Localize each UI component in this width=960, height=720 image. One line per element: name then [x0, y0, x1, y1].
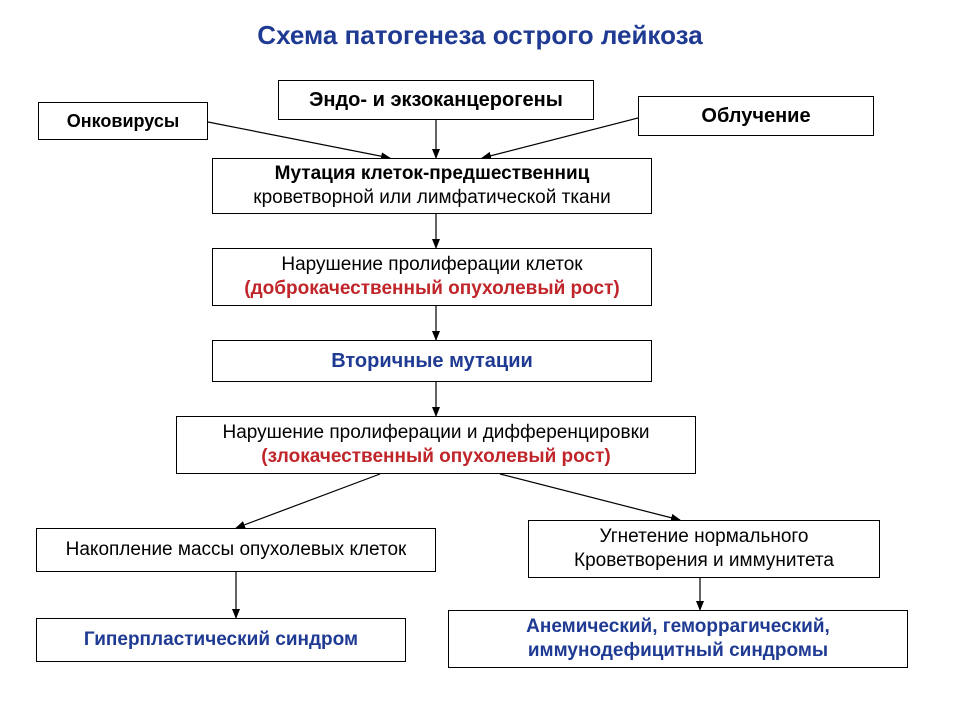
node-mut1-line: кроветворной или лимфатической ткани [253, 186, 610, 210]
node-accum: Накопление массы опухолевых клеток [36, 528, 436, 572]
node-supp-line: Кроветворения и иммунитета [574, 549, 834, 573]
node-prolif1: Нарушение пролиферации клеток(доброкачес… [212, 248, 652, 306]
node-prolif2-line: (злокачественный опухолевый рост) [261, 445, 610, 469]
flowchart-canvas: Схема патогенеза острого лейкоза Онковир… [0, 0, 960, 720]
node-mut1: Мутация клеток-предшественницкроветворно… [212, 158, 652, 214]
node-hyper: Гиперпластический синдром [36, 618, 406, 662]
node-onco-line: Онковирусы [67, 110, 179, 133]
node-accum-line: Накопление массы опухолевых клеток [66, 538, 407, 562]
node-prolif1-line: Нарушение пролиферации клеток [281, 253, 582, 277]
node-prolif2-line: Нарушение пролиферации и дифференцировки [222, 421, 649, 445]
node-anem-line: иммунодефицитный синдромы [528, 639, 828, 663]
node-rad-line: Облучение [701, 104, 810, 129]
node-onco: Онковирусы [38, 102, 208, 140]
edge-prolif2R [500, 474, 680, 520]
node-mut2-line: Вторичные мутации [331, 349, 533, 374]
node-hyper-line: Гиперпластический синдром [84, 628, 358, 652]
edge-onco [208, 122, 390, 158]
node-endo-line: Эндо- и экзоканцерогены [309, 88, 563, 113]
node-anem-line: Анемический, геморрагический, [526, 615, 830, 639]
node-endo: Эндо- и экзоканцерогены [278, 80, 594, 120]
node-supp: Угнетение нормальногоКроветворения и имм… [528, 520, 880, 578]
edge-prolif2L [236, 474, 380, 528]
edge-rad [482, 118, 638, 158]
node-prolif2: Нарушение пролиферации и дифференцировки… [176, 416, 696, 474]
node-supp-line: Угнетение нормального [600, 525, 809, 549]
node-anem: Анемический, геморрагический,иммунодефиц… [448, 610, 908, 668]
node-rad: Облучение [638, 96, 874, 136]
diagram-title: Схема патогенеза острого лейкоза [0, 20, 960, 51]
node-mut1-line: Мутация клеток-предшественниц [275, 162, 590, 186]
node-mut2: Вторичные мутации [212, 340, 652, 382]
node-prolif1-line: (доброкачественный опухолевый рост) [244, 277, 619, 301]
